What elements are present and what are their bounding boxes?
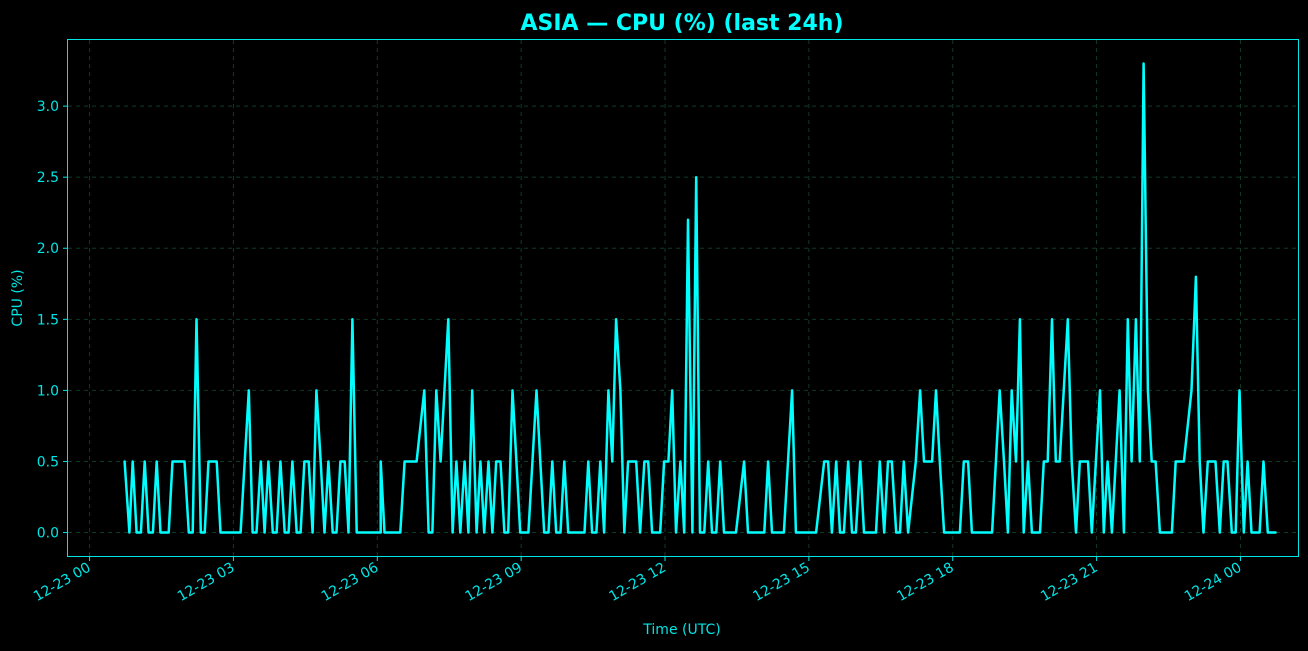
y-tick-label: 3.0 [37,99,59,115]
y-tick-label: 0.5 [37,454,59,470]
y-tick-label: 1.5 [37,312,59,328]
cpu-series-line [123,62,1277,534]
y-tick-label: 1.0 [37,383,59,399]
y-axis-label: CPU (%) [10,269,26,326]
y-tick-label: 2.0 [37,241,59,257]
chart-title: ASIA — CPU (%) (last 24h) [520,11,843,36]
x-axis-label: Time (UTC) [642,622,720,638]
y-tick-label: 2.5 [37,170,59,186]
plot-frame [67,39,1299,557]
y-tick-label: 0.0 [37,526,59,542]
series-layer [123,62,1277,534]
y-axis-ticks: 0.0 0.5 1.0 1.5 2.0 2.5 3.0 [37,99,68,542]
